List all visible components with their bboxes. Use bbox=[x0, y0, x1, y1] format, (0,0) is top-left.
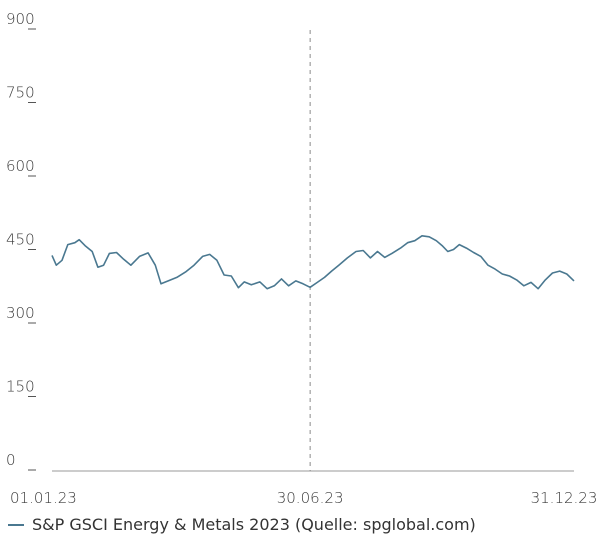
y-tick-label: 0 bbox=[6, 451, 16, 469]
y-tick-label: 750 bbox=[6, 84, 35, 102]
x-tick-label: 30.06.23 bbox=[277, 489, 344, 507]
y-tick-label: 900 bbox=[6, 10, 35, 28]
legend-swatch bbox=[8, 523, 24, 526]
y-tick-label: 300 bbox=[6, 304, 35, 322]
y-tick-label: 450 bbox=[6, 231, 35, 249]
y-axis: 0 150 300 450 600 750 900 bbox=[6, 10, 36, 471]
y-tick-label: 600 bbox=[6, 157, 35, 175]
legend: S&P GSCI Energy & Metals 2023 (Quelle: s… bbox=[8, 515, 476, 534]
x-axis-ticks: 01.01.23 30.06.23 31.12.23 bbox=[10, 489, 597, 507]
x-tick-label: 01.01.23 bbox=[10, 489, 77, 507]
legend-label: S&P GSCI Energy & Metals 2023 (Quelle: s… bbox=[32, 515, 476, 534]
series-line-sp-gsci bbox=[51, 235, 575, 290]
x-tick-label: 31.12.23 bbox=[531, 489, 598, 507]
y-tick-label: 150 bbox=[6, 378, 35, 396]
